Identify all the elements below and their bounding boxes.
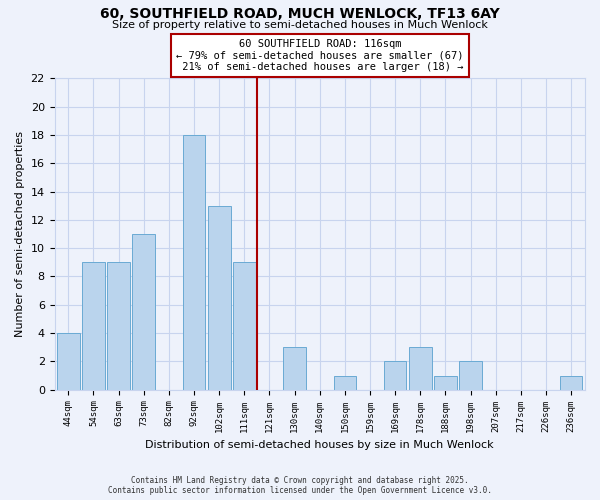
Bar [133, 234, 155, 390]
Bar [409, 347, 431, 390]
Bar [107, 262, 130, 390]
Bar [459, 362, 482, 390]
Text: 60 SOUTHFIELD ROAD: 116sqm
← 79% of semi-detached houses are smaller (67)
 21% o: 60 SOUTHFIELD ROAD: 116sqm ← 79% of semi… [176, 39, 464, 72]
Text: 60, SOUTHFIELD ROAD, MUCH WENLOCK, TF13 6AY: 60, SOUTHFIELD ROAD, MUCH WENLOCK, TF13 … [100, 8, 500, 22]
Bar [183, 135, 205, 390]
Bar [233, 262, 256, 390]
X-axis label: Distribution of semi-detached houses by size in Much Wenlock: Distribution of semi-detached houses by … [145, 440, 494, 450]
Bar [560, 376, 583, 390]
Bar [57, 333, 80, 390]
Bar [208, 206, 230, 390]
Text: Size of property relative to semi-detached houses in Much Wenlock: Size of property relative to semi-detach… [112, 20, 488, 30]
Bar [434, 376, 457, 390]
Bar [334, 376, 356, 390]
Y-axis label: Number of semi-detached properties: Number of semi-detached properties [15, 131, 25, 337]
Bar [82, 262, 105, 390]
Bar [283, 347, 306, 390]
Bar [384, 362, 406, 390]
Text: Contains HM Land Registry data © Crown copyright and database right 2025.
Contai: Contains HM Land Registry data © Crown c… [108, 476, 492, 495]
